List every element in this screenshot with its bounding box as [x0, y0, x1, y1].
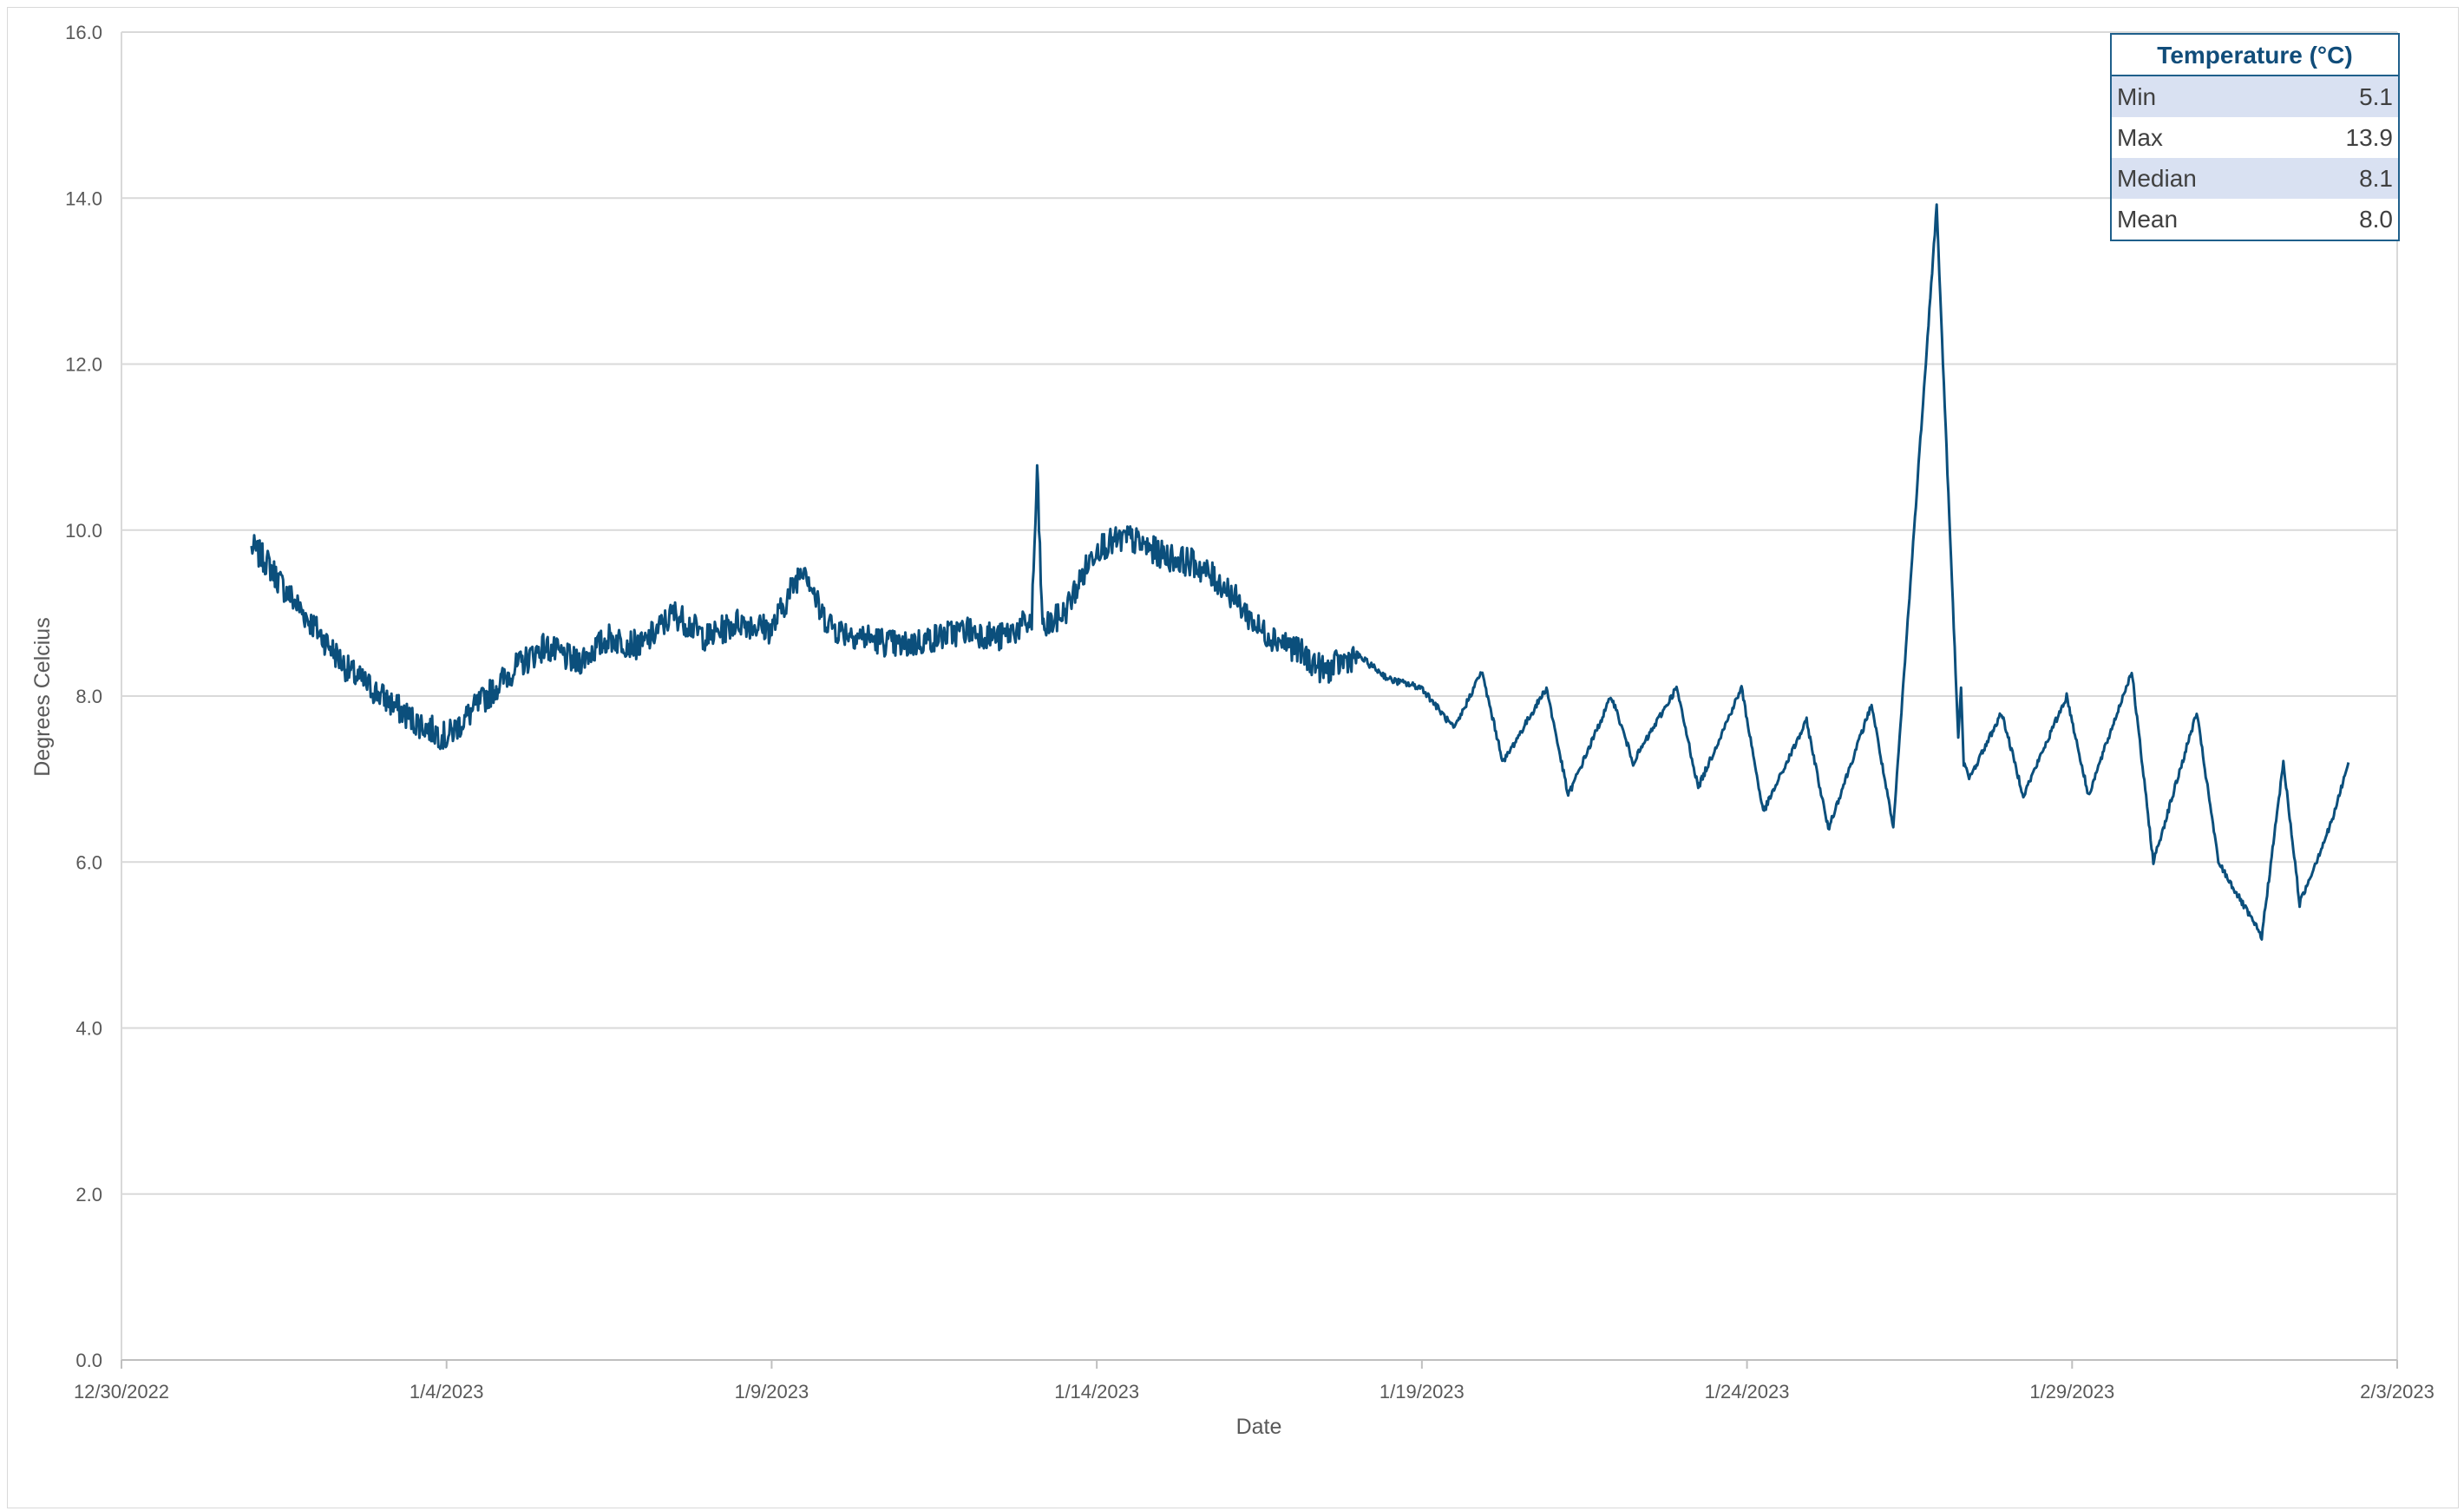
stats-label: Min: [2117, 83, 2157, 110]
stats-row-median: Median 8.1: [2112, 158, 2398, 199]
y-tick-label: 12.0: [65, 354, 102, 376]
y-tick-label: 8.0: [75, 686, 102, 707]
x-tick-label: 1/19/2023: [1379, 1381, 1465, 1403]
stats-value: 8.0: [2359, 206, 2393, 233]
stats-row-max: Max 13.9: [2112, 117, 2398, 158]
stats-table-title: Temperature (°C): [2112, 35, 2398, 76]
x-tick-label: 1/24/2023: [1705, 1381, 1790, 1403]
y-tick-label: 16.0: [65, 22, 102, 43]
x-axis-title: Date: [1236, 1415, 1282, 1439]
y-tick-label: 10.0: [65, 520, 102, 542]
chart-area: [7, 7, 2459, 1508]
stats-row-min: Min 5.1: [2112, 76, 2398, 117]
y-axis-title: Degrees Celcius: [30, 617, 55, 776]
stats-value: 5.1: [2359, 83, 2393, 110]
x-tick-label: 1/29/2023: [2029, 1381, 2114, 1403]
y-tick-label: 14.0: [65, 187, 102, 209]
stats-label: Max: [2117, 124, 2163, 151]
stats-row-mean: Mean 8.0: [2112, 199, 2398, 240]
y-tick-label: 2.0: [75, 1184, 102, 1206]
x-tick-label: 2/3/2023: [2360, 1381, 2435, 1403]
x-tick-label: 1/4/2023: [410, 1381, 484, 1403]
stats-value: 13.9: [2345, 124, 2394, 151]
y-tick-label: 4.0: [75, 1018, 102, 1040]
temperature-stats-table: Temperature (°C) Min 5.1 Max 13.9 Median…: [2110, 33, 2400, 241]
stats-label: Median: [2117, 165, 2197, 192]
x-tick-label: 1/9/2023: [735, 1381, 809, 1403]
x-tick-label: 12/30/2022: [74, 1381, 169, 1403]
stats-label: Mean: [2117, 206, 2179, 233]
y-tick-label: 0.0: [75, 1350, 102, 1371]
stats-value: 8.1: [2359, 165, 2393, 192]
temperature-series-line: [250, 203, 2350, 941]
y-tick-label: 6.0: [75, 851, 102, 873]
x-tick-label: 1/14/2023: [1054, 1381, 1139, 1403]
